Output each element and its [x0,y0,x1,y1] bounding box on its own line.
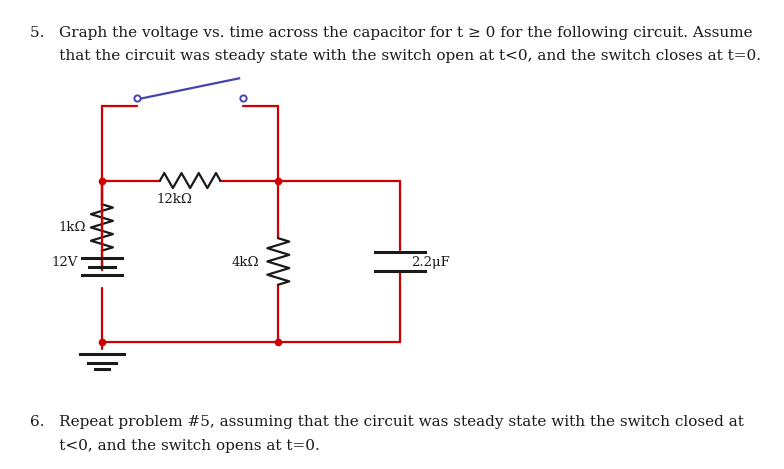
Text: 6.   Repeat problem #5, assuming that the circuit was steady state with the swit: 6. Repeat problem #5, assuming that the … [30,415,744,429]
Text: t<0, and the switch opens at t=0.: t<0, and the switch opens at t=0. [30,439,320,453]
Text: 12V: 12V [51,256,78,269]
Text: 2.2μF: 2.2μF [412,256,450,269]
Text: 4kΩ: 4kΩ [231,256,259,269]
Text: 5.   Graph the voltage vs. time across the capacitor for t ≥ 0 for the following: 5. Graph the voltage vs. time across the… [30,26,753,40]
Text: 12kΩ: 12kΩ [157,193,193,206]
Text: 1kΩ: 1kΩ [59,221,86,234]
Text: that the circuit was steady state with the switch open at t<0, and the switch cl: that the circuit was steady state with t… [30,49,760,63]
